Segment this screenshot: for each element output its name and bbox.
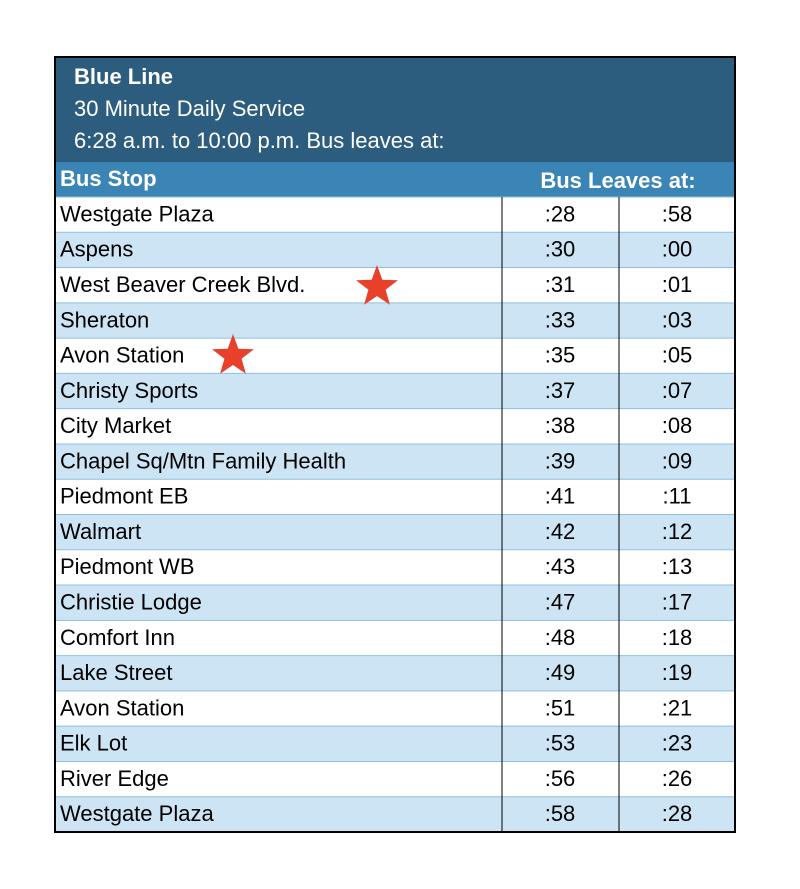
stop-name: Avon Station (60, 343, 184, 368)
time-cell: :12 (662, 519, 693, 544)
table-row (55, 726, 735, 762)
table-row (55, 408, 735, 444)
subtitle: 30 Minute Daily Service (74, 96, 305, 121)
time-cell: :51 (545, 695, 576, 720)
time-cell: :41 (545, 484, 576, 509)
time-cell: :39 (545, 448, 576, 473)
time-cell: :42 (545, 519, 576, 544)
time-cell: :56 (545, 766, 576, 791)
table-row (55, 338, 735, 374)
table-row (55, 479, 735, 515)
stop-name: Elk Lot (60, 731, 127, 756)
table-row (55, 549, 735, 586)
time-cell: :48 (545, 625, 576, 650)
time-cell: :13 (662, 554, 693, 579)
time-cell: :07 (662, 378, 693, 403)
stop-name: Westgate Plaza (60, 201, 214, 226)
table-row (55, 796, 735, 832)
stop-name: Westgate Plaza (60, 801, 214, 826)
time-cell: :53 (545, 731, 576, 756)
time-cell: :58 (545, 801, 576, 826)
stop-name: West Beaver Creek Blvd. (60, 272, 305, 297)
time-cell: :08 (662, 413, 693, 438)
time-cell: :28 (545, 201, 576, 226)
table-row (55, 761, 735, 797)
time-cell: :28 (662, 801, 693, 826)
time-cell: :47 (545, 590, 576, 615)
table-row (55, 690, 735, 727)
time-cell: :35 (545, 343, 576, 368)
column-header: Bus Leaves at: (540, 168, 695, 193)
column-header-band (55, 162, 735, 197)
stop-name: Avon Station (60, 695, 184, 720)
table-row (55, 302, 735, 339)
time-cell: :21 (662, 695, 693, 720)
stop-name: Comfort Inn (60, 625, 175, 650)
time-cell: :43 (545, 554, 576, 579)
time-cell: :23 (662, 731, 693, 756)
time-cell: :01 (662, 272, 693, 297)
stop-name: Piedmont EB (60, 484, 188, 509)
time-cell: :30 (545, 237, 576, 262)
time-cell: :11 (663, 484, 692, 509)
table-row (55, 620, 735, 656)
table-row (55, 514, 735, 550)
stop-name: Christy Sports (60, 378, 198, 403)
time-cell: :26 (662, 766, 693, 791)
stop-name: Sheraton (60, 307, 149, 332)
table-row (55, 585, 735, 621)
time-cell: :09 (662, 448, 693, 473)
time-cell: :17 (662, 590, 693, 615)
table-row (55, 373, 735, 409)
stop-name: Chapel Sq/Mtn Family Health (60, 448, 346, 473)
table-row (55, 197, 735, 233)
table-row (55, 232, 735, 268)
star-icon (356, 265, 398, 305)
time-cell: :05 (662, 343, 693, 368)
star-icon (212, 334, 254, 374)
table-row (55, 443, 735, 480)
time-cell: :00 (662, 237, 693, 262)
table-border (54, 56, 736, 833)
time-cell: :58 (662, 201, 693, 226)
time-cell: :18 (662, 625, 693, 650)
note: 6:28 a.m. to 10:00 p.m. Bus leaves at: (74, 128, 445, 153)
stop-name: Christie Lodge (60, 590, 202, 615)
time-cell: :19 (662, 660, 693, 685)
stop-name: City Market (60, 413, 171, 438)
stop-name: Piedmont WB (60, 554, 195, 579)
time-cell: :33 (545, 307, 576, 332)
table-row (55, 267, 735, 303)
time-cell: :37 (545, 378, 576, 403)
stop-name: Lake Street (60, 660, 173, 685)
title: Blue Line (74, 64, 173, 89)
time-cell: :38 (545, 413, 576, 438)
header-band (55, 57, 735, 162)
time-cell: :31 (545, 272, 576, 297)
column-header: Bus Stop (60, 166, 157, 191)
table-row (55, 655, 735, 691)
stop-name: River Edge (60, 766, 169, 791)
table-body: Westgate Plaza :28 :58 Aspens :30 :00 West Bea… (55, 196, 735, 832)
time-cell: :03 (662, 307, 693, 332)
stop-name: Aspens (60, 237, 133, 262)
stop-name: Walmart (60, 519, 141, 544)
time-cell: :49 (545, 660, 576, 685)
